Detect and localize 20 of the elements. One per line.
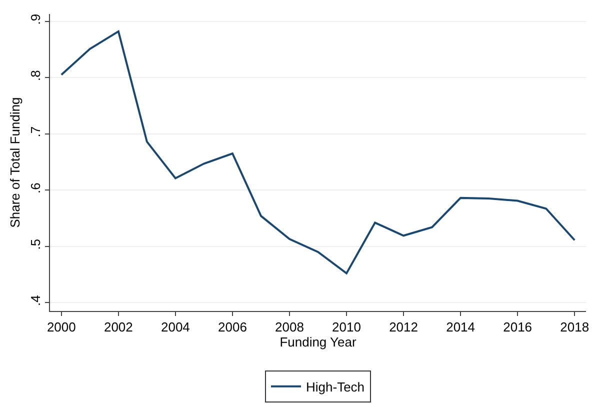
x-tick-label: 2016 [503,320,532,335]
line-series [60,30,576,274]
x-tick-label: 2018 [560,320,590,335]
x-tick-label: 2010 [332,320,361,335]
x-tick-label: 2000 [46,320,76,335]
x-axis-title: Funding Year [280,334,357,350]
x-tick-label: 2002 [104,320,133,335]
y-tick-label: .6 [28,182,43,194]
x-tick-label: 2008 [275,320,304,335]
x-tick-label: 2014 [446,320,476,335]
y-tick-label: .4 [28,295,43,306]
legend-label: High-Tech [306,379,365,394]
x-tick-label: 2012 [389,320,418,335]
y-tick-label: .7 [28,126,43,138]
y-axis-title: Share of Total Funding [8,97,23,228]
x-tick-label: 2006 [218,320,247,335]
y-tick-label: .9 [28,14,43,25]
y-tick-label: .8 [28,70,43,82]
y-tick-label: .5 [28,238,43,250]
x-tick-label: 2004 [160,320,190,335]
